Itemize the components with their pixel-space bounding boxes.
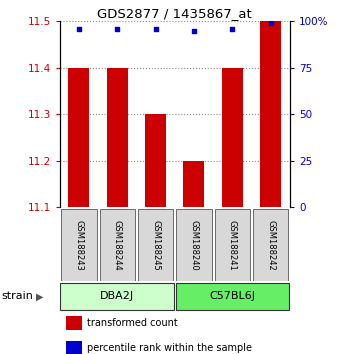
Point [115, 26, 120, 32]
FancyBboxPatch shape [138, 209, 173, 281]
Point [229, 26, 235, 32]
Text: ▶: ▶ [36, 291, 43, 302]
Text: strain: strain [2, 291, 33, 302]
Point [268, 20, 273, 26]
FancyBboxPatch shape [61, 209, 97, 281]
Text: C57BL6J: C57BL6J [209, 291, 255, 301]
Text: percentile rank within the sample: percentile rank within the sample [87, 343, 252, 353]
FancyBboxPatch shape [100, 209, 135, 281]
Bar [68, 68, 89, 207]
Text: GSM188241: GSM188241 [228, 220, 237, 270]
Point [191, 28, 197, 33]
Text: GSM188242: GSM188242 [266, 220, 275, 270]
Text: GSM188240: GSM188240 [190, 220, 198, 270]
Text: DBA2J: DBA2J [100, 291, 134, 301]
FancyBboxPatch shape [60, 283, 174, 310]
Bar [107, 68, 128, 207]
Text: GSM188244: GSM188244 [113, 220, 122, 270]
Title: GDS2877 / 1435867_at: GDS2877 / 1435867_at [98, 7, 252, 20]
FancyBboxPatch shape [176, 283, 289, 310]
FancyBboxPatch shape [253, 209, 288, 281]
FancyBboxPatch shape [176, 209, 211, 281]
Bar [183, 161, 205, 207]
Bar [260, 21, 281, 207]
Text: GSM188245: GSM188245 [151, 220, 160, 270]
Text: GSM188243: GSM188243 [74, 220, 83, 270]
Point [153, 26, 158, 32]
Text: transformed count: transformed count [87, 318, 178, 328]
Bar [145, 114, 166, 207]
Point [76, 26, 81, 32]
FancyBboxPatch shape [214, 209, 250, 281]
Bar [222, 68, 243, 207]
